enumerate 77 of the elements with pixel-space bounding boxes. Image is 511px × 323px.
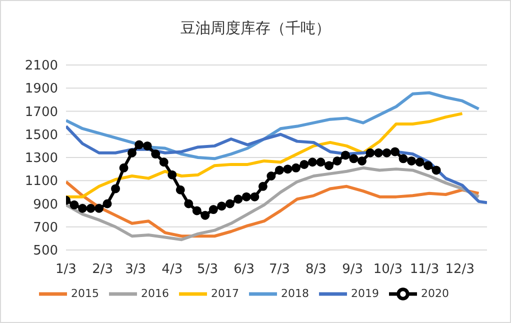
point [407,156,416,166]
chart-title: 豆油周度库存（千吨） [180,19,332,38]
legend-label: 2016 [141,287,169,300]
point [316,158,326,167]
point [225,199,234,208]
y-tick-label: 1100 [24,174,58,190]
point [266,172,276,180]
point [208,205,218,214]
point [357,156,366,166]
x-tick-label: 4/3 [162,262,183,278]
point [176,185,185,194]
y-tick-label: 1300 [24,151,58,166]
point [283,164,292,174]
point [415,158,424,167]
point [86,204,96,213]
line-series [66,124,487,204]
point [142,141,152,150]
point [274,166,284,175]
point [119,163,128,172]
point [366,148,375,158]
point [217,202,226,211]
point [398,154,408,164]
x-tick-label: 6/3 [234,262,255,278]
x-tick-label: 7/3 [268,262,290,278]
point [159,158,168,167]
point [184,199,194,208]
legend-label: 2018 [281,287,309,300]
point [168,170,177,180]
point [111,184,120,194]
point [332,156,342,166]
point [390,147,400,156]
point [102,199,112,208]
legend-label: 2017 [211,287,239,300]
x-tick-label: 11/3 [410,262,440,278]
legend-label: 2020 [421,287,449,300]
y-tick-label: 700 [33,220,58,236]
point [94,204,104,213]
x-tick-label: 10/3 [373,262,403,278]
point [349,154,358,164]
point [382,148,392,158]
legend-label: 2015 [71,287,99,300]
point [424,161,433,170]
x-tick-label: 12/3 [445,262,474,278]
point [340,150,350,160]
y-tick-label: 1500 [24,128,58,143]
point [78,204,88,213]
x-tick-label: 1/3 [56,262,76,278]
y-tick-label: 1900 [24,82,58,97]
point [200,210,210,220]
point [432,166,441,175]
point [308,158,317,167]
x-tick-label: 3/3 [125,262,146,278]
point [151,150,160,159]
point [192,206,202,216]
x-tick-label: 8/3 [306,262,326,278]
y-tick-label: 500 [33,244,58,259]
point [258,182,268,191]
point [324,161,334,170]
legend-label: 2019 [351,287,379,300]
line-series [66,180,480,238]
point [134,140,144,150]
x-tick-label: 5/3 [197,262,218,278]
point [291,163,300,172]
point [128,148,137,158]
x-tick-label: 2/3 [92,262,114,278]
point [70,200,79,210]
x-tick-label: 9/3 [342,262,364,278]
line-series [66,166,480,242]
point [234,194,243,204]
point [300,160,309,169]
line-series [66,91,480,160]
point [250,192,260,202]
y-tick-label: 1700 [24,104,58,120]
y-tick-label: 2100 [24,58,58,74]
point [374,148,384,158]
point [242,192,251,202]
y-tick-label: 900 [33,197,58,212]
